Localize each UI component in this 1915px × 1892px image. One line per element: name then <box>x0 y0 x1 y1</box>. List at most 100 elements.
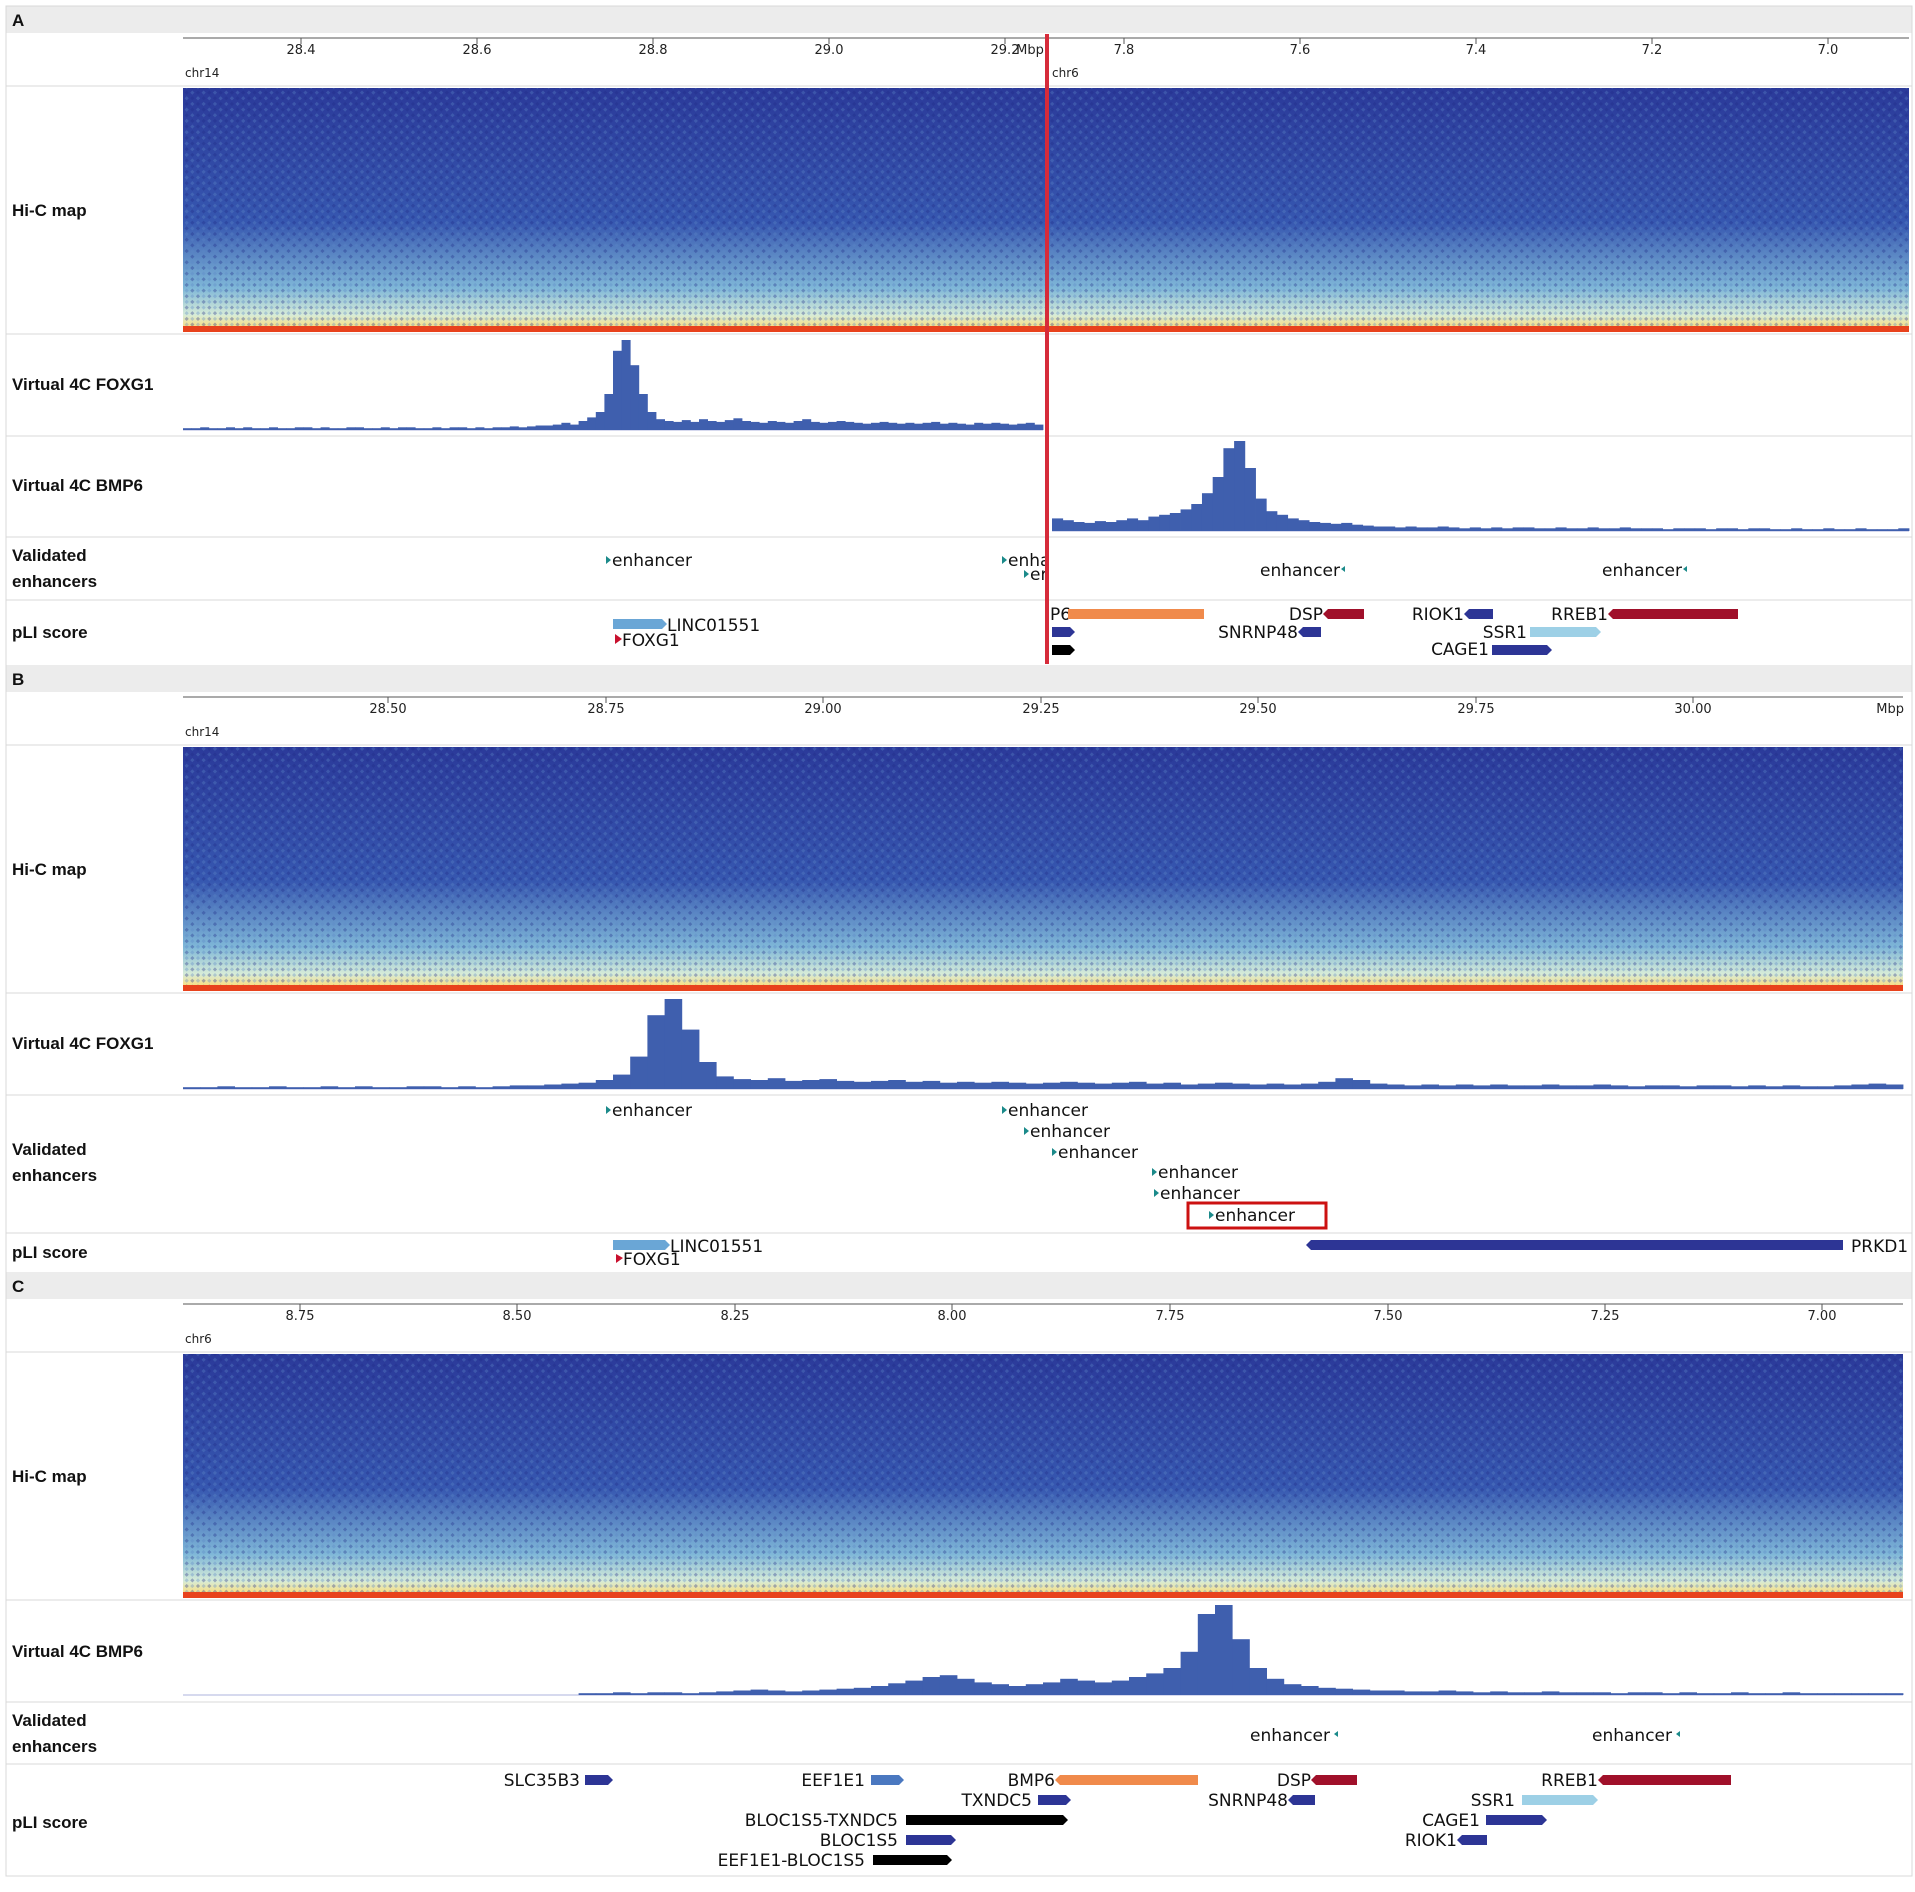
gene-riok1 <box>1457 1835 1487 1845</box>
tick-label: 7.75 <box>1156 1309 1185 1324</box>
profile-bar <box>1077 1680 1095 1695</box>
profile-bar <box>1387 1690 1405 1695</box>
gene-rreb1 <box>1598 1775 1731 1785</box>
profile-bar <box>1405 526 1417 531</box>
profile-bar <box>1544 528 1556 531</box>
profile-bar <box>1159 514 1171 531</box>
profile-bar <box>1868 1083 1887 1089</box>
profile-bar <box>1769 529 1781 531</box>
profile-bar <box>1885 1084 1904 1089</box>
profile-bar <box>1008 424 1018 430</box>
profile-bar <box>1490 1691 1508 1695</box>
profile-bar <box>1232 1083 1250 1089</box>
profile-bar <box>1801 529 1813 531</box>
profile-bar <box>1438 1085 1457 1089</box>
profile-bar <box>785 1691 803 1695</box>
profile-bar <box>1684 528 1696 531</box>
profile-bar <box>1309 522 1321 531</box>
panel-a: A 28.4 28.6 28.8 29.0 29.2 Mbp 7.8 7.6 7… <box>6 6 1912 664</box>
profile-bar <box>793 421 803 430</box>
axis-unit: Mbp <box>1876 702 1904 717</box>
profile-bar <box>785 422 794 430</box>
gene-dsp <box>1323 609 1364 619</box>
panel-c: C 8.75 8.50 8.25 8.00 7.75 7.50 7.25 7.0… <box>6 1272 1912 1871</box>
profile-bar <box>1111 1680 1130 1695</box>
profile-bar <box>914 423 923 430</box>
profile-bar <box>337 1087 356 1089</box>
tick-label: 7.8 <box>1114 43 1135 58</box>
profile-bar <box>458 427 468 430</box>
profile-bar <box>1266 511 1278 531</box>
profile-bar <box>1662 529 1674 531</box>
profile-bar <box>1898 528 1910 531</box>
profile-bar <box>1416 527 1428 531</box>
profile-bar <box>845 421 855 430</box>
tick-label: 29.75 <box>1457 702 1494 717</box>
gene-bar <box>1052 627 1075 637</box>
profile-bar <box>922 422 932 430</box>
profile-bar <box>621 340 631 430</box>
enhancer-label: enhancer <box>1260 561 1340 581</box>
profile-bar <box>1369 1690 1388 1695</box>
chrom-label: chr6 <box>1052 66 1079 80</box>
profile-bar <box>509 426 519 430</box>
profile-bar <box>226 427 235 430</box>
panel-b-header <box>6 665 1912 692</box>
enhancer-label: enhancer <box>1215 1206 1295 1226</box>
track-label-v4c-bmp6: Virtual 4C BMP6 <box>12 1642 143 1661</box>
profile-bar <box>664 421 674 430</box>
profile-bar <box>1105 522 1117 531</box>
profile-bar <box>441 1087 459 1089</box>
profile-bar <box>1301 1686 1319 1695</box>
profile-bar <box>1298 520 1310 531</box>
profile-bar <box>931 421 941 430</box>
tick-label: 29.2 <box>991 43 1020 58</box>
profile-bar <box>466 428 476 430</box>
profile-bar <box>647 1692 665 1695</box>
profile-bar <box>398 427 407 430</box>
profile-bar <box>1249 1668 1267 1695</box>
profile-bar <box>1404 1085 1422 1089</box>
profile-bar <box>888 1080 906 1089</box>
profile-bar <box>527 1085 545 1089</box>
profile-bar <box>1555 527 1567 531</box>
profile-bar <box>183 428 192 430</box>
gene-snrnp48 <box>1298 627 1321 637</box>
gene-prkd1 <box>1306 1240 1843 1250</box>
profile-bar <box>957 423 966 430</box>
profile-bar <box>1662 1085 1680 1089</box>
profile-bar <box>1287 518 1299 531</box>
panel-a-axis: 28.4 28.6 28.8 29.0 29.2 Mbp 7.8 7.6 7.4… <box>183 37 1909 80</box>
profile-bar <box>630 1056 648 1089</box>
profile-bar <box>1266 1678 1285 1695</box>
profile-bar <box>501 427 511 430</box>
profile-bar <box>578 1693 597 1695</box>
profile-bar <box>1679 1692 1697 1695</box>
profile-bar <box>673 421 683 430</box>
profile-bar <box>1137 520 1149 531</box>
gene-label: SSR1 <box>1483 623 1527 643</box>
track-label-pli: pLI score <box>12 623 88 642</box>
profile-bar <box>1319 522 1331 531</box>
profile-bar <box>1146 1083 1164 1089</box>
profile-bar <box>1052 518 1064 531</box>
tick-label: 30.00 <box>1674 702 1711 717</box>
profile-bar <box>312 428 321 430</box>
profile-bar <box>1780 529 1792 531</box>
gene-dsp <box>1311 1775 1357 1785</box>
profile-bar <box>1645 1692 1663 1695</box>
gene-txndc5 <box>1038 1795 1071 1805</box>
profile-bar <box>1541 1084 1560 1089</box>
gene-label: CAGE1 <box>1431 640 1489 660</box>
profile-bar <box>1534 528 1546 531</box>
panel-c-header <box>6 1272 1912 1299</box>
profile-bar <box>561 1083 579 1089</box>
panel-b-letter: B <box>12 670 24 689</box>
profile-bar <box>1094 1083 1113 1089</box>
profile-bar <box>234 428 244 430</box>
track-label-hic: Hi-C map <box>12 860 87 879</box>
profile-bar <box>1146 1673 1164 1695</box>
profile-bar <box>767 421 777 430</box>
profile-bar <box>733 1079 751 1089</box>
profile-bar <box>724 420 734 430</box>
